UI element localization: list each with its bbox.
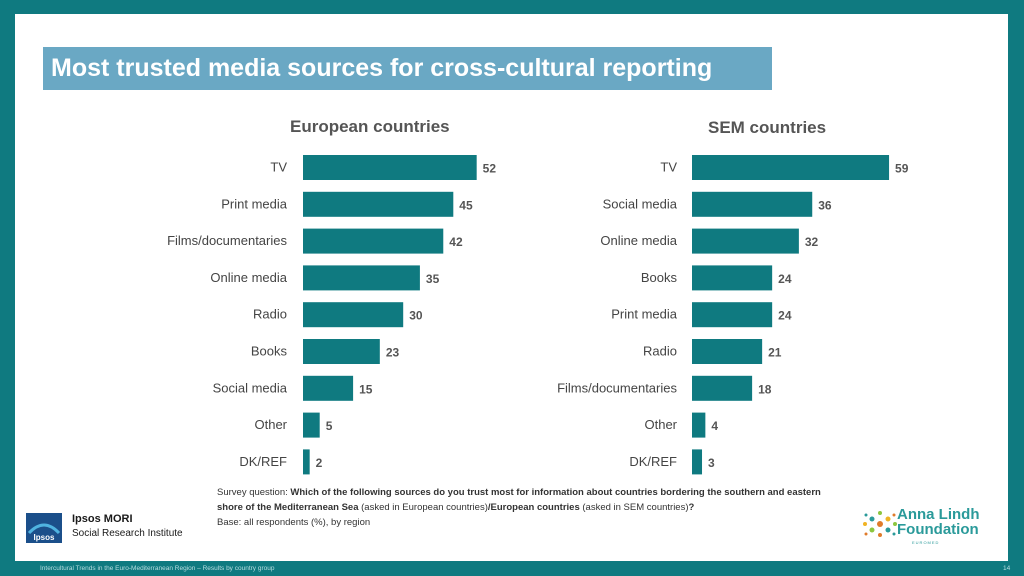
data-label: 32	[805, 235, 819, 249]
bar	[303, 302, 404, 328]
survey-question: Survey question: Which of the following …	[217, 485, 847, 515]
category-label: TV	[270, 160, 287, 175]
chart-title-sem: SEM countries	[708, 118, 827, 137]
bar	[692, 191, 813, 217]
bar	[303, 412, 320, 438]
title-bar: Most trusted media sources for cross-cul…	[43, 47, 772, 90]
chart-title-european: European countries	[290, 117, 450, 136]
ipsos-badge-text: Ipsos	[34, 533, 55, 542]
data-label: 3	[708, 456, 715, 470]
data-label: 42	[449, 235, 463, 249]
survey-question-euro: /European countries	[487, 502, 580, 513]
data-label: 52	[483, 162, 497, 176]
category-label: Print media	[611, 307, 678, 322]
data-label: 59	[895, 162, 909, 176]
bar	[692, 412, 706, 438]
category-label: Print media	[221, 196, 288, 211]
bar	[303, 375, 354, 401]
footer-text: Intercultural Trends in the Euro-Mediter…	[40, 565, 275, 572]
category-label: Other	[644, 417, 677, 432]
survey-question-text: Which of the following sources do you tr…	[217, 487, 821, 513]
bar	[303, 449, 310, 475]
base-note: Base: all respondents (%), by region	[217, 517, 371, 528]
bar	[303, 339, 380, 364]
ipsos-subtitle: Social Research Institute	[72, 528, 183, 539]
bar	[303, 265, 420, 291]
anna-lindh-name-line2: Foundation	[897, 521, 979, 538]
ipsos-name: Ipsos MORI	[72, 513, 133, 525]
slide-title: Most trusted media sources for cross-cul…	[51, 54, 713, 82]
bar	[303, 191, 454, 217]
category-label: DK/REF	[239, 454, 287, 469]
bar	[692, 155, 890, 180]
survey-question-note1: (asked in European countries)	[358, 502, 488, 513]
survey-question-prefix: Survey question:	[217, 487, 291, 498]
category-label: Online media	[210, 270, 287, 285]
data-label: 4	[711, 419, 718, 433]
category-label: Online media	[600, 233, 677, 248]
data-label: 36	[818, 198, 832, 212]
category-label: Other	[254, 417, 287, 432]
bar	[692, 339, 763, 364]
category-label: DK/REF	[629, 454, 677, 469]
category-label: Social media	[603, 196, 678, 211]
anna-lindh-tagline: EUROMED	[912, 540, 940, 545]
data-label: 5	[326, 419, 333, 433]
data-label: 24	[778, 309, 792, 323]
chart-1: TV 59 Social media 36 Online media 32 Books 24 P…	[557, 155, 909, 475]
anna-lindh-logo-icon	[863, 511, 897, 537]
data-label: 23	[386, 346, 400, 360]
data-label: 35	[426, 272, 440, 286]
bar	[692, 302, 773, 328]
bar	[692, 375, 753, 401]
anna-lindh-name-line1: Anna Lindh	[897, 506, 980, 523]
data-label: 15	[359, 382, 373, 396]
data-label: 45	[459, 198, 473, 212]
category-label: Films/documentaries	[557, 380, 677, 395]
bar	[303, 228, 444, 254]
category-label: Radio	[253, 307, 287, 322]
category-label: Films/documentaries	[167, 233, 287, 248]
category-label: Books	[641, 270, 678, 285]
category-label: Books	[251, 344, 288, 359]
data-label: 21	[768, 346, 782, 360]
category-label: Radio	[643, 344, 677, 359]
page-number: 14	[1003, 565, 1011, 572]
bar	[692, 449, 703, 475]
survey-question-note2: (asked in SEM countries)	[579, 502, 689, 513]
category-label: TV	[660, 160, 677, 175]
ipsos-logo-icon: Ipsos	[26, 513, 62, 543]
data-label: 24	[778, 272, 792, 286]
slide: Most trusted media sources for cross-cul…	[15, 14, 1008, 561]
category-label: Social media	[213, 380, 288, 395]
data-label: 2	[316, 456, 323, 470]
survey-question-end: ?	[688, 502, 695, 513]
data-label: 30	[409, 309, 423, 323]
bar	[303, 155, 477, 180]
bar	[692, 228, 799, 254]
data-label: 18	[758, 382, 772, 396]
bar	[692, 265, 773, 291]
